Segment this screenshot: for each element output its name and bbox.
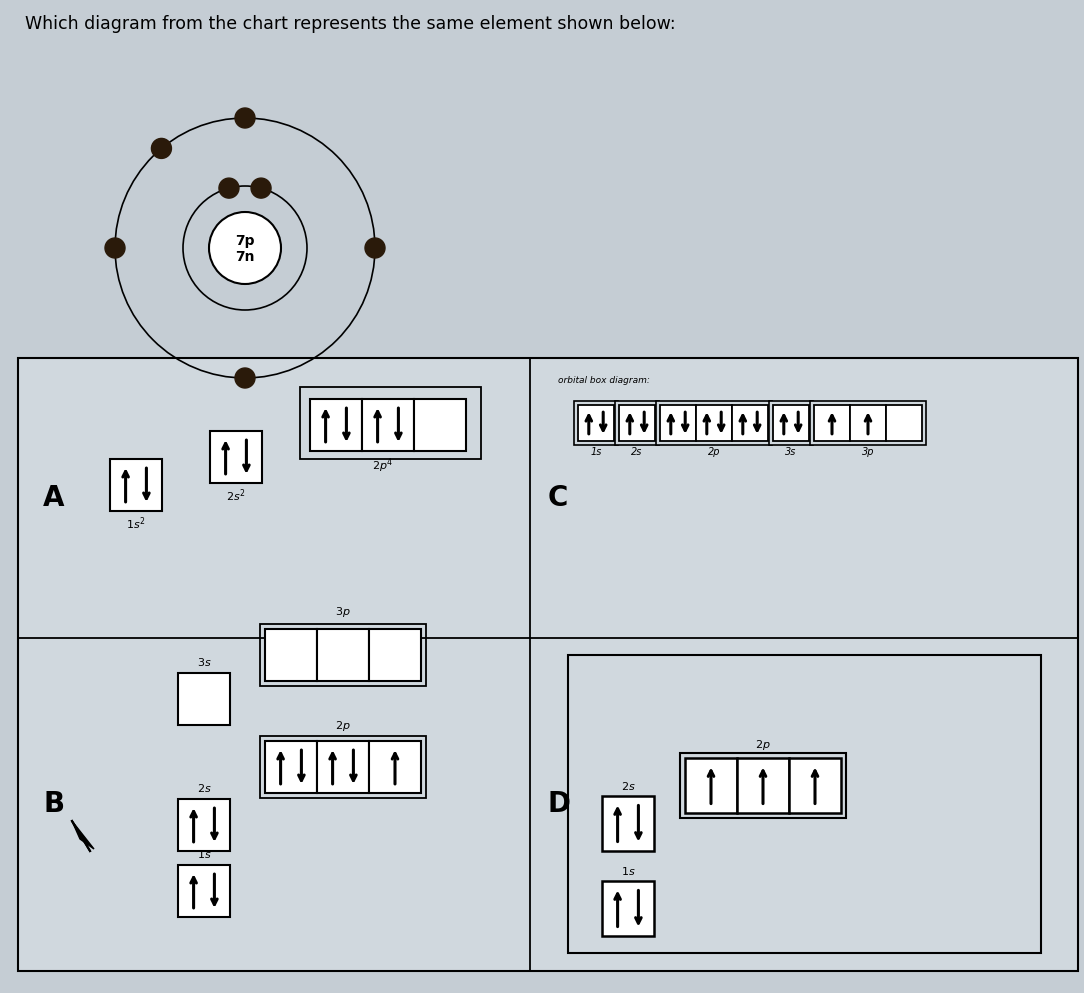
Bar — [18, 358, 1077, 971]
Text: 2p: 2p — [708, 447, 720, 457]
Bar — [810, 401, 926, 445]
Circle shape — [235, 368, 255, 388]
Polygon shape — [72, 821, 94, 849]
Text: $3p$: $3p$ — [335, 605, 351, 619]
Bar — [300, 387, 481, 459]
Text: 1s: 1s — [591, 447, 602, 457]
Bar — [260, 624, 426, 686]
Circle shape — [105, 238, 125, 258]
Bar — [264, 741, 317, 793]
Text: $2s$: $2s$ — [621, 780, 635, 792]
Text: 2s: 2s — [631, 447, 643, 457]
Bar — [732, 405, 767, 441]
Bar — [109, 459, 162, 511]
Bar — [696, 405, 732, 441]
Circle shape — [251, 178, 271, 199]
Bar — [814, 405, 850, 441]
Text: $2s$: $2s$ — [196, 782, 211, 794]
Text: B: B — [43, 790, 64, 818]
Text: $3s$: $3s$ — [196, 656, 211, 668]
Text: $2s^2$: $2s^2$ — [227, 487, 246, 503]
Bar — [317, 629, 369, 681]
Bar — [850, 405, 886, 441]
Text: $1s$: $1s$ — [196, 848, 211, 860]
Bar — [660, 405, 696, 441]
Bar — [178, 673, 230, 725]
Bar — [178, 799, 230, 851]
Bar — [260, 736, 426, 798]
Text: 7p: 7p — [235, 234, 255, 248]
Bar — [619, 405, 655, 441]
Text: C: C — [549, 484, 568, 512]
Bar — [317, 741, 369, 793]
Bar — [773, 405, 809, 441]
Text: Which diagram from the chart represents the same element shown below:: Which diagram from the chart represents … — [25, 15, 675, 33]
Bar — [656, 401, 772, 445]
Bar — [369, 741, 421, 793]
Text: 3s: 3s — [785, 447, 797, 457]
Bar — [264, 629, 317, 681]
Bar — [737, 758, 789, 813]
Bar — [789, 758, 841, 813]
Bar — [602, 881, 654, 936]
Circle shape — [235, 108, 255, 128]
Bar — [685, 758, 737, 813]
Circle shape — [209, 212, 281, 284]
Bar — [568, 655, 1041, 953]
Bar — [886, 405, 922, 441]
Bar — [362, 399, 414, 451]
Bar — [602, 796, 654, 851]
Text: $2p^4$: $2p^4$ — [373, 456, 393, 475]
Bar — [369, 629, 421, 681]
Text: D: D — [549, 790, 571, 818]
Text: A: A — [43, 484, 65, 512]
Bar — [578, 405, 614, 441]
Text: $1s^2$: $1s^2$ — [126, 515, 145, 531]
Circle shape — [365, 238, 385, 258]
Text: $1s$: $1s$ — [621, 865, 635, 877]
Bar — [575, 401, 618, 445]
Bar — [178, 865, 230, 917]
Text: $2p$: $2p$ — [335, 719, 351, 733]
Circle shape — [152, 138, 171, 159]
Bar — [680, 753, 846, 818]
Bar — [615, 401, 659, 445]
Bar — [414, 399, 466, 451]
Bar — [310, 399, 362, 451]
Bar — [769, 401, 813, 445]
Bar — [210, 431, 262, 483]
Text: 7n: 7n — [235, 250, 255, 264]
Text: $2p$: $2p$ — [756, 738, 771, 752]
Text: orbital box diagram:: orbital box diagram: — [558, 376, 650, 385]
Text: 3p: 3p — [862, 447, 875, 457]
Circle shape — [219, 178, 238, 199]
